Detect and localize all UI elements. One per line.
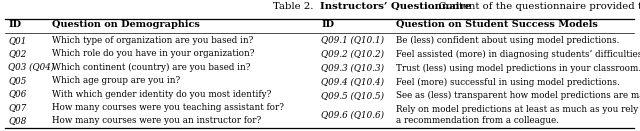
- Text: Q01: Q01: [8, 36, 27, 45]
- Text: Feel assisted (more) in diagnosing students’ difficulties.: Feel assisted (more) in diagnosing stude…: [396, 50, 640, 59]
- Text: Q08: Q08: [8, 116, 27, 125]
- Text: With which gender identity do you most identify?: With which gender identity do you most i…: [52, 90, 272, 99]
- Text: Q09.4 (Q10.4): Q09.4 (Q10.4): [321, 77, 384, 86]
- Text: Q09.5 (Q10.5): Q09.5 (Q10.5): [321, 91, 384, 100]
- Text: . Content of the questionnaire provided to instructors in our study.: . Content of the questionnaire provided …: [432, 2, 640, 11]
- Text: Which type of organization are you based in?: Which type of organization are you based…: [52, 36, 254, 45]
- Text: Trust (less) using model predictions in your classroom.: Trust (less) using model predictions in …: [396, 64, 640, 73]
- Text: ID: ID: [8, 20, 21, 29]
- Text: How many courses were you an instructor for?: How many courses were you an instructor …: [52, 116, 262, 125]
- Text: Table 2.: Table 2.: [273, 2, 320, 11]
- Text: Rely on model predictions at least as much as you rely on
a recommendation from : Rely on model predictions at least as mu…: [396, 105, 640, 125]
- Text: Which continent (country) are you based in?: Which continent (country) are you based …: [52, 62, 251, 72]
- Text: Q03 (Q04): Q03 (Q04): [8, 63, 54, 72]
- Text: Q09.2 (Q10.2): Q09.2 (Q10.2): [321, 50, 384, 59]
- Text: Q09.3 (Q10.3): Q09.3 (Q10.3): [321, 64, 384, 73]
- Text: How many courses were you teaching assistant for?: How many courses were you teaching assis…: [52, 103, 285, 112]
- Text: Which age group are you in?: Which age group are you in?: [52, 76, 180, 85]
- Text: Which role do you have in your organization?: Which role do you have in your organizat…: [52, 49, 255, 58]
- Text: Q02: Q02: [8, 49, 27, 58]
- Text: Q06: Q06: [8, 90, 27, 99]
- Text: Feel (more) successful in using model predictions.: Feel (more) successful in using model pr…: [396, 77, 620, 86]
- Text: Q07: Q07: [8, 103, 27, 112]
- Text: Q05: Q05: [8, 76, 27, 85]
- Text: Q09.6 (Q10.6): Q09.6 (Q10.6): [321, 111, 384, 120]
- Text: Q09.1 (Q10.1): Q09.1 (Q10.1): [321, 36, 384, 45]
- Text: See as (less) transparent how model predictions are made.: See as (less) transparent how model pred…: [396, 91, 640, 100]
- Text: Question on Student Success Models: Question on Student Success Models: [396, 20, 597, 29]
- Text: Be (less) confident about using model predictions.: Be (less) confident about using model pr…: [396, 36, 619, 45]
- Text: Question on Demographics: Question on Demographics: [52, 20, 200, 29]
- Text: Instructors’ Questionnaire: Instructors’ Questionnaire: [320, 2, 472, 11]
- Text: ID: ID: [321, 20, 334, 29]
